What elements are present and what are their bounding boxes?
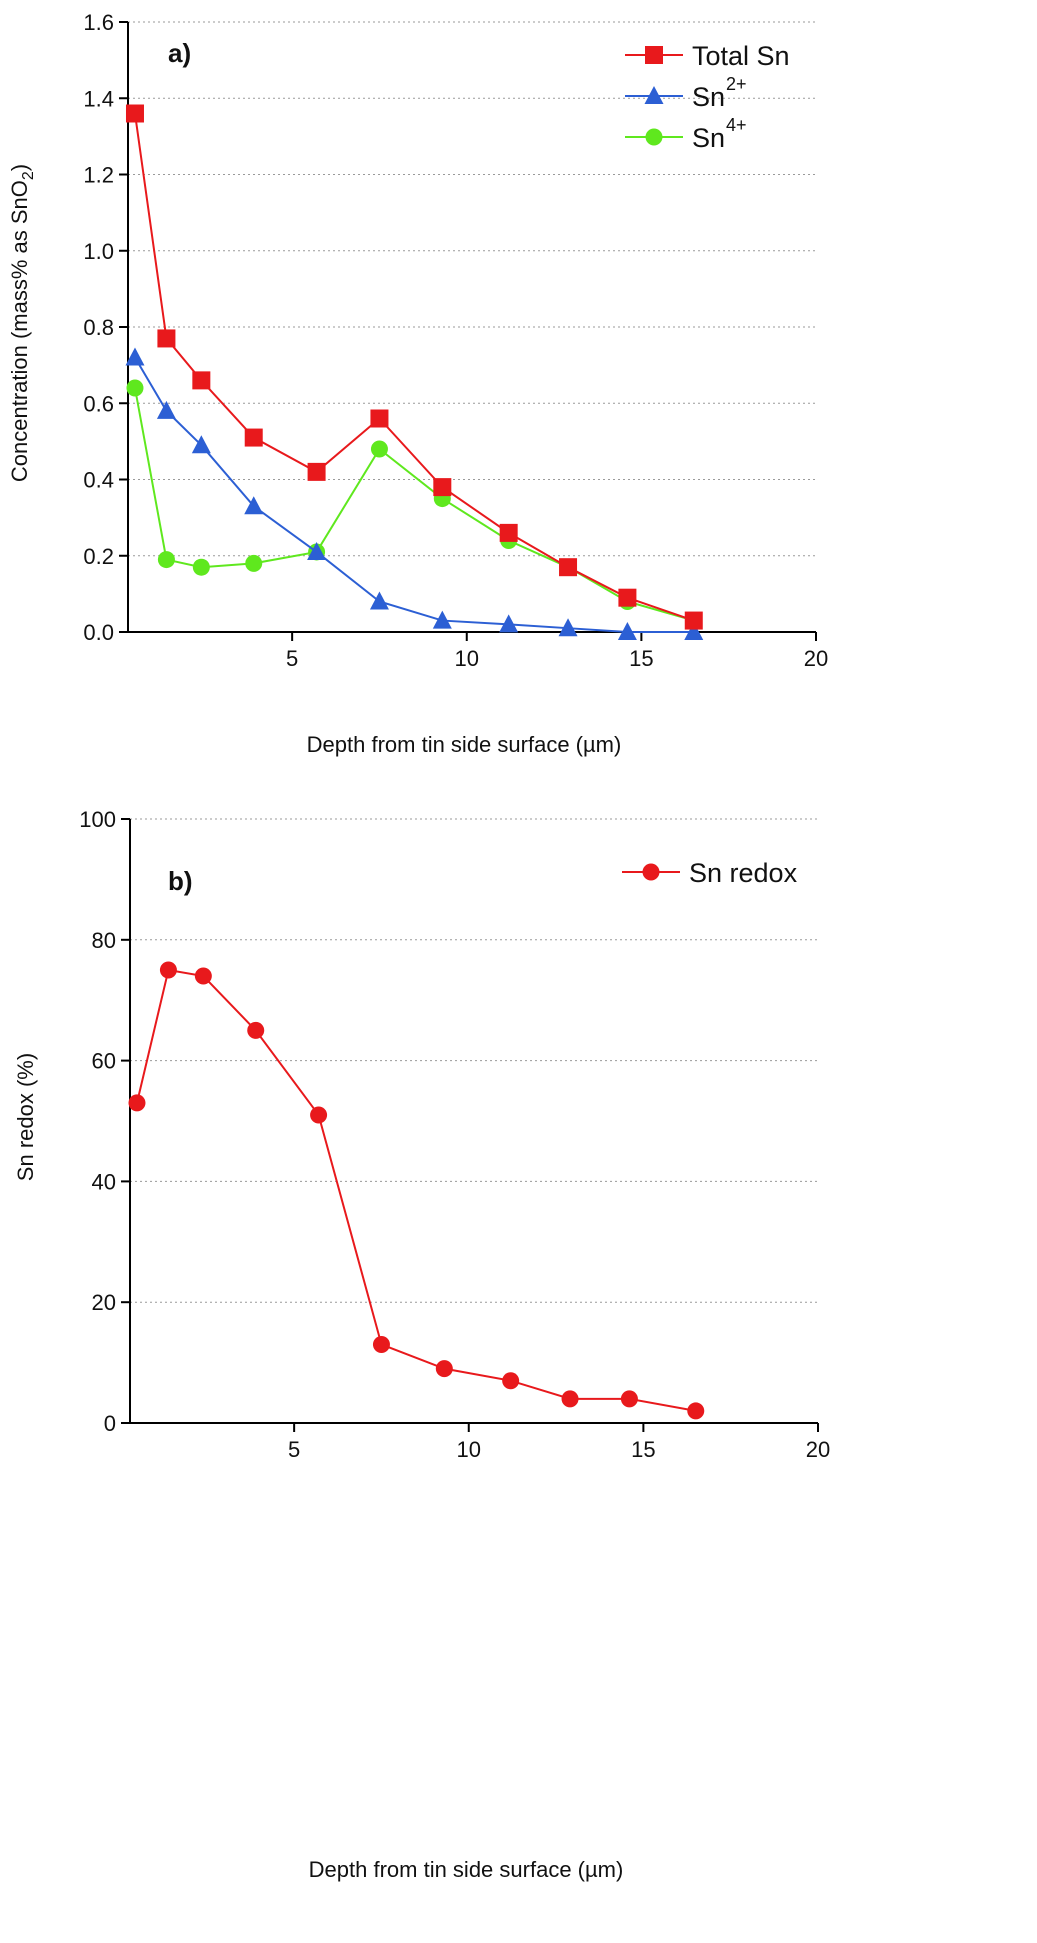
y-tick-label: 0.8 <box>83 315 114 340</box>
y-tick-label: 1.4 <box>83 86 114 111</box>
data-point <box>192 371 211 390</box>
x-tick-label: 15 <box>631 1437 655 1462</box>
y-axis-title-main: Sn redox (%) <box>13 1053 38 1181</box>
data-point <box>618 588 637 607</box>
legend-item: Sn 4+ <box>625 115 747 153</box>
y-tick-label: 0.4 <box>83 468 114 493</box>
y-axis-title-main: Concentration (mass% as SnO <box>7 180 32 482</box>
data-point <box>558 618 578 637</box>
chart-panel-b: 0 20 40 60 80 100 5 10 15 20 Depth from tin side s… <box>13 807 830 1882</box>
data-point <box>157 329 176 348</box>
y-tick-label: 0.6 <box>83 391 114 416</box>
y-tick-label: 1.6 <box>83 10 114 35</box>
series-line <box>136 968 696 1412</box>
legend-label: Sn <box>692 123 725 153</box>
y-tick-label: 0 <box>104 1411 116 1436</box>
series-line <box>134 387 695 622</box>
y-tick-label: 60 <box>92 1049 116 1074</box>
data-point <box>125 104 144 123</box>
y-axis-title: Sn redox (%) <box>13 1053 38 1181</box>
x-axis-title: Depth from tin side surface (µm) <box>309 1857 624 1882</box>
data-point <box>372 1335 390 1353</box>
legend-label-superscript: 4+ <box>726 115 747 135</box>
data-point <box>192 558 210 576</box>
data-point <box>369 591 389 610</box>
data-point <box>157 551 175 569</box>
x-tick-label: 10 <box>455 646 479 671</box>
data-point <box>307 462 326 481</box>
series-0 <box>128 961 705 1420</box>
legend-item: Sn 2+ <box>625 74 747 112</box>
data-point <box>433 478 452 497</box>
y-axis-title: Concentration (mass% as SnO2) <box>7 164 37 482</box>
y-tick-label: 20 <box>92 1290 116 1315</box>
data-point <box>125 347 145 366</box>
data-point <box>435 1360 453 1378</box>
data-point <box>156 400 176 419</box>
data-point <box>684 611 703 630</box>
legend: Sn redox <box>622 858 798 888</box>
legend-label-superscript: 2+ <box>726 74 747 94</box>
series-0 <box>125 104 703 630</box>
data-point <box>370 440 388 458</box>
data-point <box>620 1390 638 1408</box>
data-point <box>499 614 519 633</box>
data-point <box>126 379 144 397</box>
y-tick-label: 1.0 <box>83 239 114 264</box>
y-tick-label: 0.2 <box>83 544 114 569</box>
data-point <box>502 1372 520 1390</box>
panel-label: b) <box>168 866 193 896</box>
data-point <box>194 967 212 985</box>
x-tick-label: 20 <box>806 1437 830 1462</box>
data-point <box>617 622 637 640</box>
data-point <box>687 1402 705 1420</box>
y-axis-title-end: ) <box>7 164 32 171</box>
legend-marker <box>642 863 660 881</box>
data-point <box>244 428 263 447</box>
legend-label: Total Sn <box>692 41 790 71</box>
y-axis-title-subscript: 2 <box>20 171 37 180</box>
data-point <box>159 961 177 979</box>
data-point <box>191 435 211 454</box>
data-point <box>499 523 518 542</box>
x-tick-label: 20 <box>804 646 828 671</box>
data-point <box>370 409 389 428</box>
data-point <box>684 622 704 640</box>
data-point <box>244 496 264 515</box>
x-tick-label: 15 <box>629 646 653 671</box>
x-tick-label: 5 <box>288 1437 300 1462</box>
x-tick-label: 5 <box>286 646 298 671</box>
data-point <box>128 1094 146 1112</box>
y-tick-label: 40 <box>92 1169 116 1194</box>
x-tick-label: 10 <box>457 1437 481 1462</box>
series-line <box>133 113 695 622</box>
y-tick-label: 0.0 <box>83 620 114 645</box>
legend-item: Total Sn <box>625 41 790 71</box>
legend-label: Sn <box>692 82 725 112</box>
data-point <box>432 610 452 629</box>
legend-marker <box>645 46 663 64</box>
legend-label: Sn redox <box>689 858 798 888</box>
panel-label: a) <box>168 38 191 68</box>
data-point <box>307 541 327 560</box>
data-point <box>559 558 578 577</box>
data-point <box>245 554 263 572</box>
x-axis-title: Depth from tin side surface (µm) <box>307 732 622 757</box>
data-point <box>310 1106 328 1124</box>
y-tick-label: 80 <box>92 928 116 953</box>
data-point <box>247 1021 265 1039</box>
legend-marker <box>645 128 663 146</box>
data-point <box>561 1390 579 1408</box>
legend-item: Sn redox <box>622 858 798 888</box>
series-1 <box>125 347 704 640</box>
chart-panel-a: 0.0 0.2 0.4 0.6 0.8 1.0 1.2 1.4 1.6 5 10 15 20 Depth … <box>7 10 828 757</box>
legend-marker <box>644 86 664 104</box>
y-tick-label: 100 <box>79 807 116 832</box>
y-tick-label: 1.2 <box>83 163 114 188</box>
